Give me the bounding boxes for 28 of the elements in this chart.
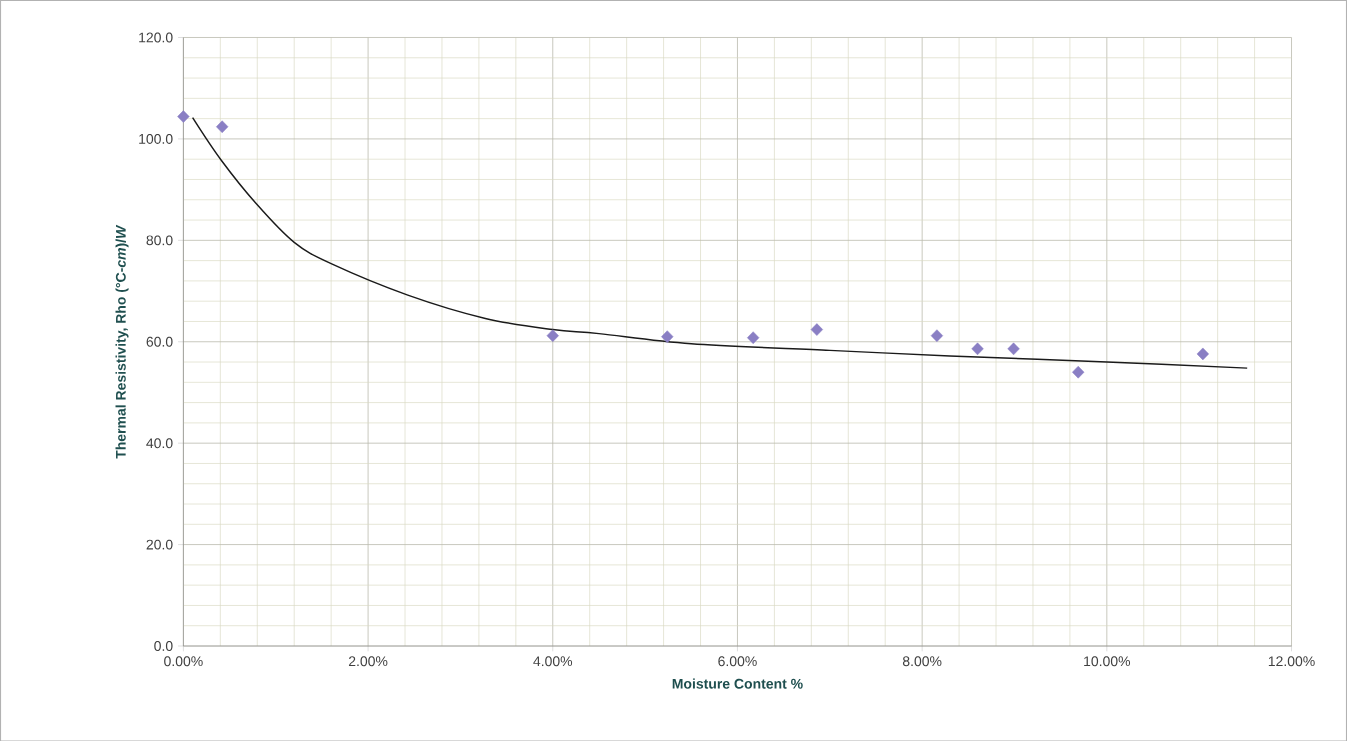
y-axis-title: Thermal Resistivity, Rho (°C-cm)/W [115,224,129,459]
point [1007,342,1020,355]
point [1196,347,1209,360]
x-tick-label: 4.00% [533,656,573,666]
y-tick-label: 100.0 [139,133,173,144]
point [546,329,559,342]
x-tick-label: 8.00% [902,656,942,666]
point [971,342,984,355]
x-tick-label: 0.00% [164,656,203,666]
y-tick-label: 60.0 [146,336,173,347]
y-tick-label: 80.0 [146,235,173,246]
y-tick-label: 40.0 [146,438,173,448]
point [810,323,823,336]
point [930,329,944,342]
y-tick-label: 120.0 [139,32,173,43]
line-series [191,116,1248,369]
x-axis-title: Moisture Content % [672,678,803,689]
x-tick-label: 10.00% [1084,656,1131,666]
point [177,110,190,123]
point [216,120,229,133]
x-tick-label: 12.00% [1268,656,1315,666]
point [747,331,760,344]
y-tick-label: 0.0 [154,640,173,651]
x-tick-label: 6.00% [718,656,757,666]
y-tick-label: 20.0 [146,539,173,550]
point [1072,365,1085,379]
point [661,330,674,343]
x-tick-label: 2.00% [348,656,388,666]
